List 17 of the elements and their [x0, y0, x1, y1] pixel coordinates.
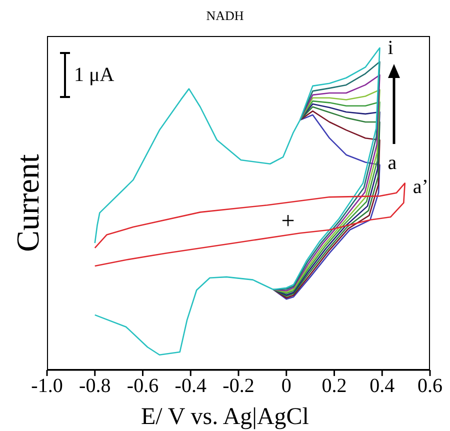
annotation: + [281, 208, 295, 236]
x-tick-label: 0.6 [418, 375, 442, 398]
series-label: i [388, 36, 394, 59]
series-label: a [388, 152, 397, 174]
x-tick-label: 0 [281, 375, 292, 398]
x-tick-label: -0.2 [222, 375, 254, 398]
series-label: a’ [412, 176, 428, 198]
chart-title: NADH [205, 8, 245, 24]
x-tick-label: 0.2 [322, 375, 347, 398]
x-tick-label: -0.6 [126, 375, 159, 398]
x-tick-label: 0.4 [370, 375, 395, 398]
x-tick-label: -0.8 [79, 375, 111, 398]
x-tick-label: -1.0 [31, 375, 63, 398]
x-tick-label: -0.4 [174, 375, 206, 398]
x-axis-title: E/ V vs. Ag|AgCl [140, 404, 310, 430]
annotation: 1 μA [74, 64, 114, 86]
y-axis-title: Current [10, 154, 46, 252]
